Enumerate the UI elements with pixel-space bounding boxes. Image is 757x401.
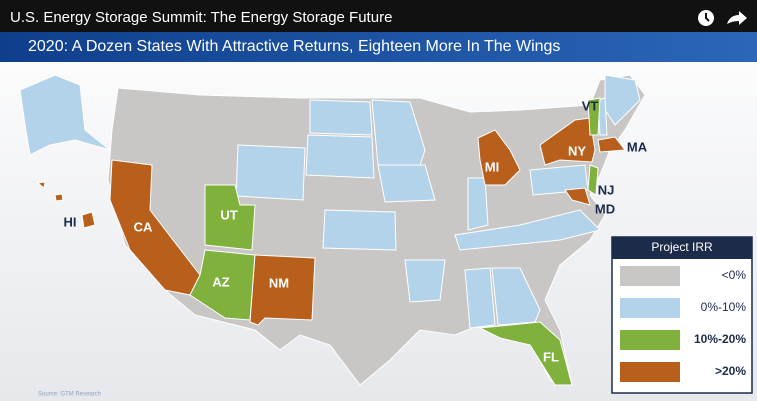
legend-swatch — [620, 266, 680, 286]
video-bar — [0, 0, 757, 32]
slide-banner — [0, 32, 757, 62]
legend-label: 10%-20% — [694, 332, 746, 346]
legend-swatch — [620, 362, 680, 382]
state-label: NJ — [598, 182, 615, 197]
legend-swatch — [620, 298, 680, 318]
state-label: NM — [269, 275, 289, 290]
state-label: MD — [595, 201, 615, 216]
video-title: U.S. Energy Storage Summit: The Energy S… — [10, 9, 392, 26]
state-label: MA — [627, 139, 648, 154]
state-label: HI — [64, 214, 77, 229]
legend-title: Project IRR — [651, 240, 713, 254]
legend: Project IRR <0% 0%-10% 10%-20% >20% — [611, 236, 753, 394]
state-label: AZ — [212, 274, 229, 289]
state-label: CA — [134, 219, 153, 234]
state-label: VT — [582, 98, 599, 113]
source-note: Source: GTM Research — [38, 392, 101, 398]
watch-later-button[interactable] — [698, 10, 714, 26]
state-label: UT — [220, 207, 237, 222]
legend-label: 0%-10% — [701, 300, 747, 314]
legend-swatch — [620, 330, 680, 350]
share-button[interactable] — [727, 11, 747, 25]
state-label: MI — [485, 159, 499, 174]
state-label: FL — [543, 349, 559, 364]
legend-label: <0% — [722, 268, 747, 282]
state-label: NY — [568, 143, 586, 158]
legend-label: >20% — [715, 364, 746, 378]
us-map — [19, 74, 646, 386]
slide-title: 2020: A Dozen States With Attractive Ret… — [28, 38, 560, 55]
